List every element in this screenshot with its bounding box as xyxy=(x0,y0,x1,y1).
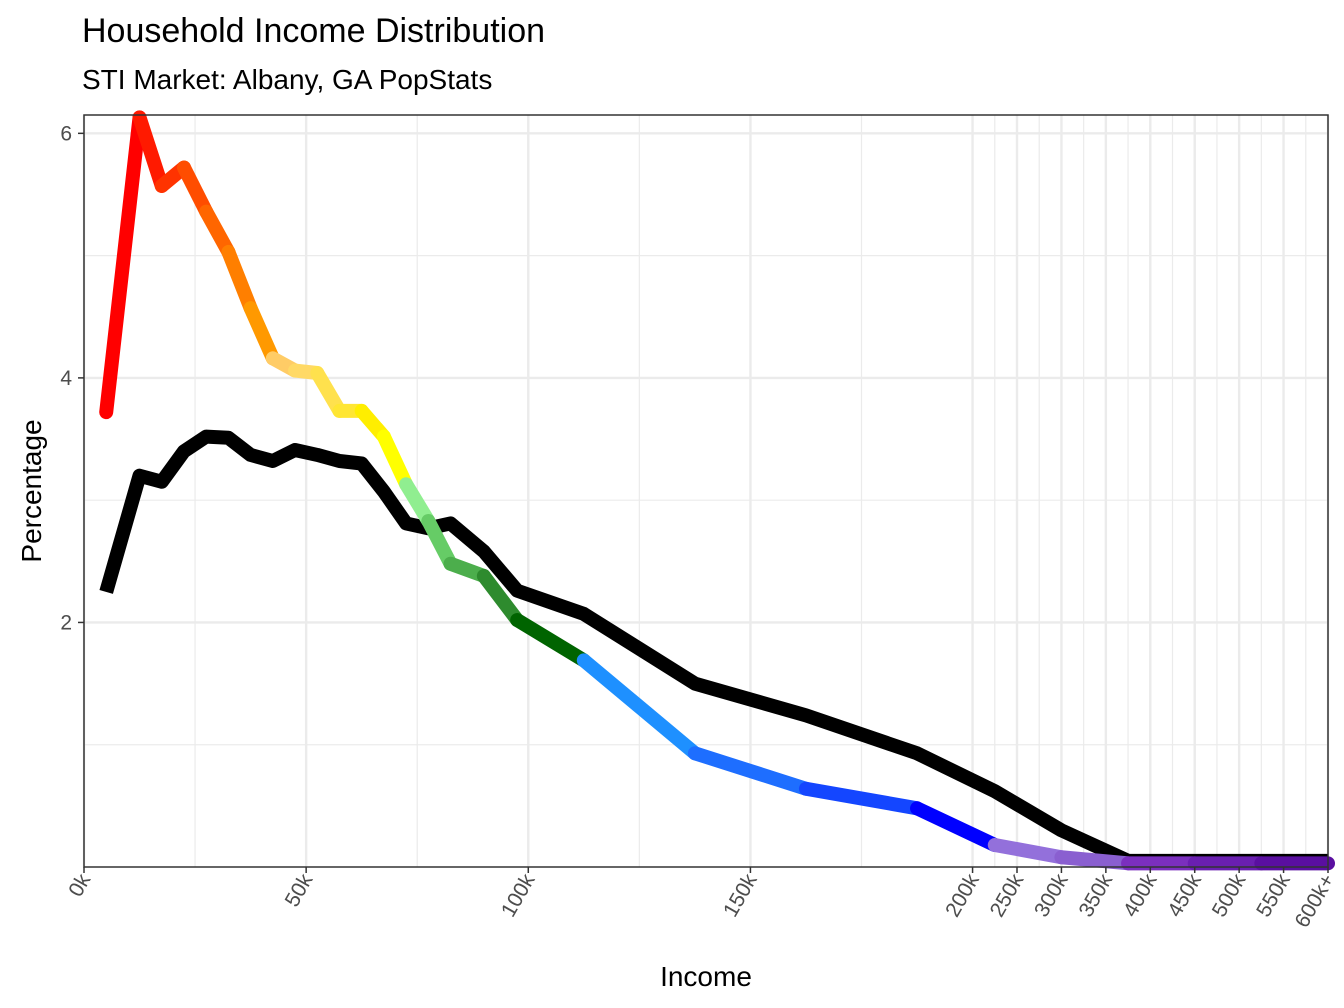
y-axis-title: Percentage xyxy=(16,419,47,562)
chart-subtitle: STI Market: Albany, GA PopStats xyxy=(82,64,493,95)
series-line-total xyxy=(99,429,1328,868)
x-tick-label: 500k xyxy=(1208,870,1251,921)
x-tick-label: 400k xyxy=(1119,870,1162,921)
series-segment xyxy=(910,801,1002,852)
series-segment xyxy=(1054,850,1136,871)
series-segment xyxy=(510,613,591,668)
y-tick-label: 6 xyxy=(60,122,72,145)
x-tick-label: 450k xyxy=(1163,870,1206,921)
series xyxy=(99,110,1335,871)
y-tick-label: 2 xyxy=(60,611,72,634)
x-axis-title: Income xyxy=(660,961,752,992)
x-tick-label: 100k xyxy=(497,870,540,921)
grid xyxy=(82,115,1330,867)
x-tick-label: 0k xyxy=(64,870,95,901)
series-segment xyxy=(399,477,436,528)
x-tick-label: 250k xyxy=(986,870,1029,921)
series-segment xyxy=(476,568,525,628)
x-tick-label: 300k xyxy=(1030,870,1073,921)
plot-background xyxy=(84,115,1328,867)
x-tick-label: 600k+ xyxy=(1291,870,1340,932)
x-tick-label: 50k xyxy=(281,870,318,911)
series-segment xyxy=(243,301,280,366)
y-tick-label: 4 xyxy=(60,367,72,390)
series-segment xyxy=(176,160,214,219)
series-segment xyxy=(199,204,236,259)
series-segment xyxy=(798,781,925,816)
series-segment xyxy=(221,244,258,316)
plot-panel-border xyxy=(83,114,1329,868)
x-tick-label: 200k xyxy=(941,870,984,921)
series-segment xyxy=(310,366,347,418)
x-tick-label: 150k xyxy=(719,870,762,921)
series-segment xyxy=(687,746,813,796)
series-segment xyxy=(421,513,458,571)
series-segment xyxy=(132,110,169,193)
series-segment xyxy=(987,837,1069,865)
series-segment xyxy=(576,653,702,761)
x-tick-label: 550k xyxy=(1252,870,1295,921)
series-segment xyxy=(99,110,147,420)
chart-title: Household Income Distribution xyxy=(82,12,546,50)
x-tick-label: 350k xyxy=(1074,870,1117,921)
series-segment xyxy=(376,429,414,492)
